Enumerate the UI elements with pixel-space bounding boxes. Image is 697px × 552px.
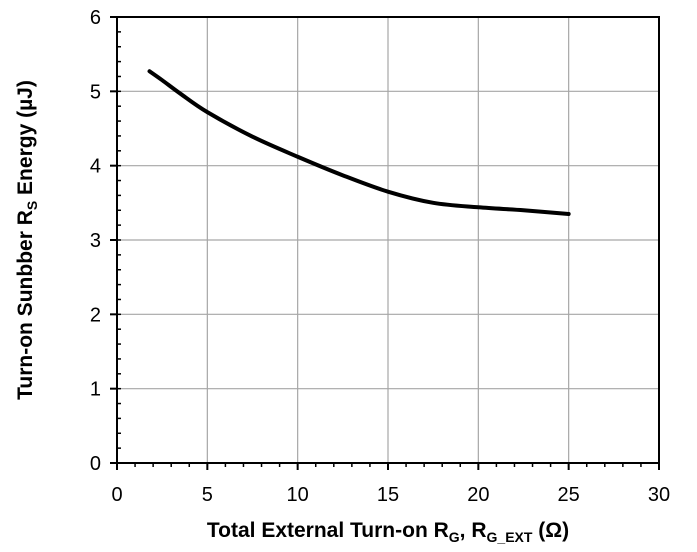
x-axis-title-mid: , R (460, 519, 487, 542)
y-axis-title: Turn-on Sunbber RS Energy (µJ) (14, 80, 40, 400)
y-tick-label: 1 (90, 379, 101, 401)
x-tick-label: 0 (111, 484, 122, 506)
y-axis-title-unit: Energy (µJ) (14, 80, 37, 201)
x-tick-label: 15 (377, 484, 399, 506)
x-tick-label: 10 (287, 484, 309, 506)
x-axis-title-main: Total External Turn-on R (207, 519, 449, 542)
y-tick-label: 2 (90, 304, 101, 326)
y-tick-label: 0 (90, 453, 101, 475)
y-tick-label: 3 (90, 230, 101, 252)
y-tick-label: 4 (90, 156, 101, 178)
x-axis-title: Total External Turn-on RG, RG_EXT (Ω) (207, 519, 569, 545)
x-tick-label: 20 (467, 484, 489, 506)
y-tick-label: 5 (90, 81, 101, 103)
y-tick-label: 6 (90, 7, 101, 29)
y-axis-title-main: Turn-on Sunbber R (14, 210, 37, 400)
y-axis-title-sub: S (24, 201, 40, 210)
gridlines (117, 17, 659, 463)
y-tick-labels: 0 1 2 3 4 5 6 (90, 7, 101, 475)
x-tick-label: 5 (202, 484, 213, 506)
x-tick-label: 30 (648, 484, 670, 506)
x-axis-title-unit: (Ω) (532, 519, 569, 542)
series-line (147, 69, 571, 216)
x-tick-labels: 0 5 10 15 20 25 30 (111, 484, 670, 506)
x-axis-title-sub-2: G_EXT (487, 529, 533, 545)
x-axis-title-sub-1: G (449, 529, 460, 545)
x-tick-label: 25 (558, 484, 580, 506)
major-ticks (110, 16, 660, 470)
